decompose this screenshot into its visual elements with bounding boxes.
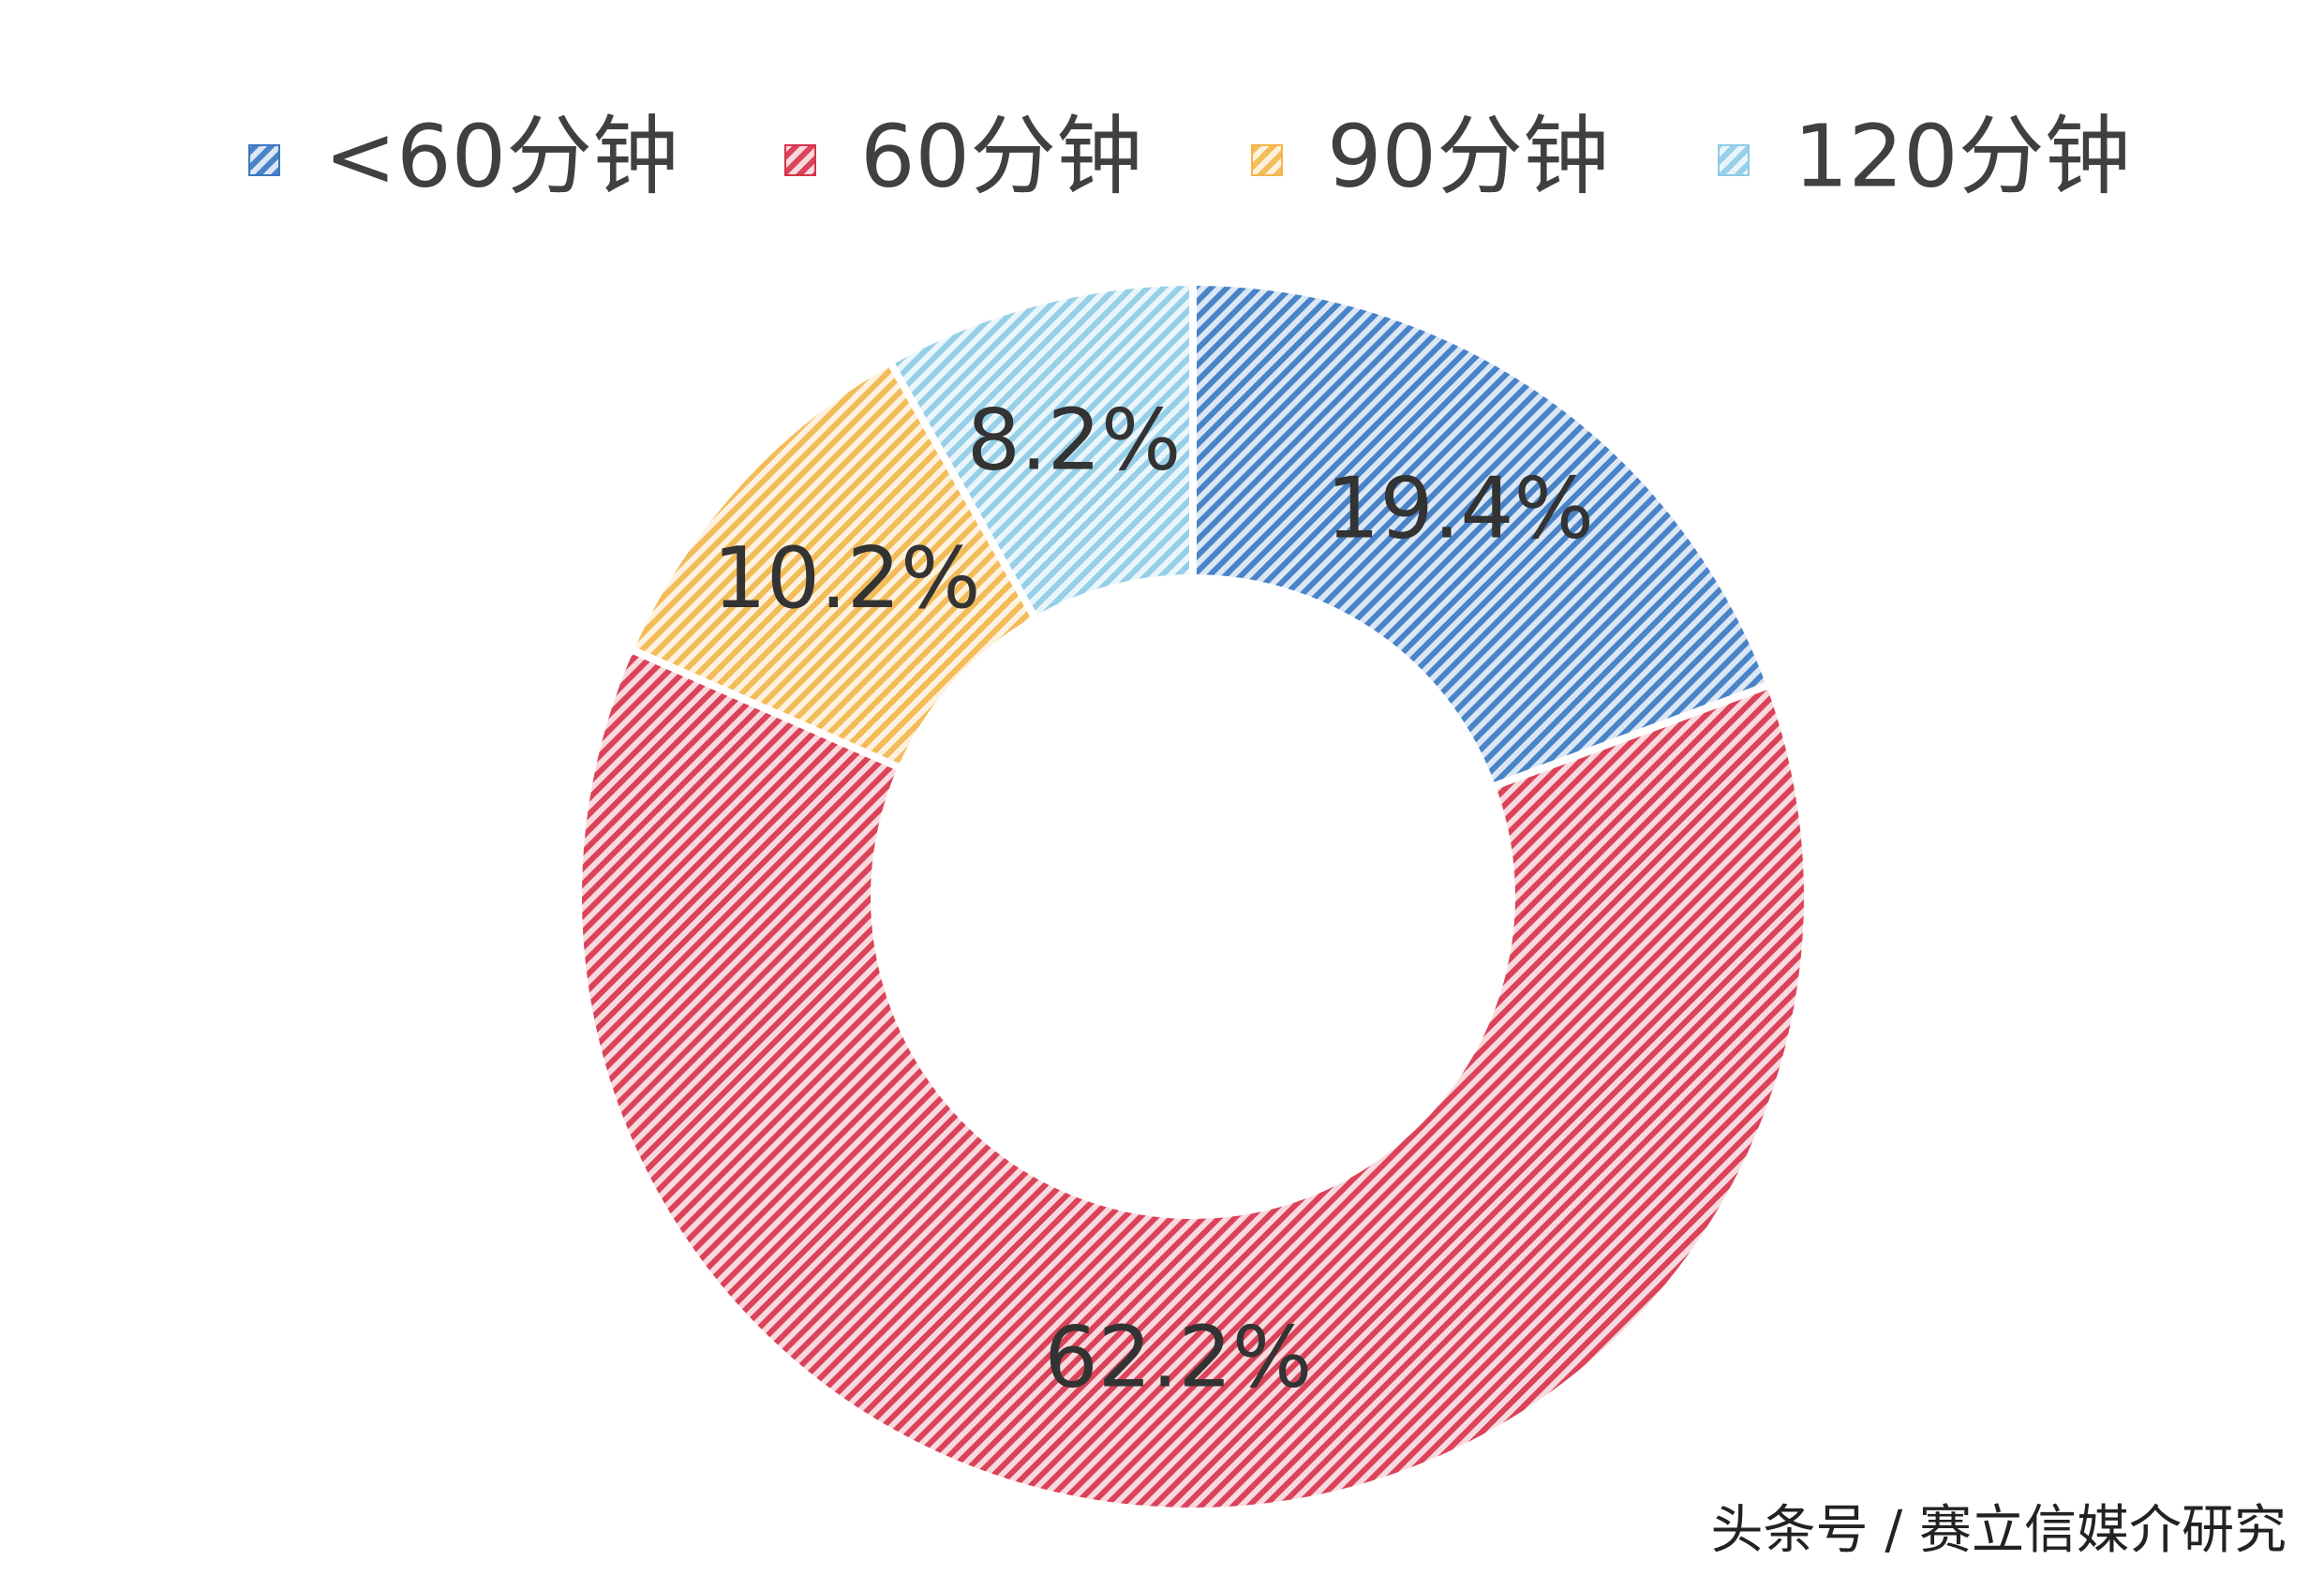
legend-label: <60分钟 [324, 106, 678, 206]
donut-slice [1189, 277, 1775, 792]
legend-label: 120分钟 [1794, 106, 2131, 206]
donut-slice [885, 277, 1197, 625]
legend-label: 60分钟 [860, 106, 1142, 206]
donut-slice [574, 644, 1811, 1515]
donut-slice [625, 356, 1041, 774]
data-label: 8.2% [967, 391, 1182, 489]
data-label: 10.2% [713, 529, 981, 628]
legend-swatch [248, 144, 280, 176]
source-credit: 头条号 / 赛立信媒介研究 [1711, 1500, 2287, 1561]
legend-swatch [1718, 144, 1750, 176]
donut: 19.4% 62.2% 10.2% 8.2% [574, 277, 1811, 1515]
data-label: 19.4% [1326, 460, 1594, 558]
legend-swatch [1251, 144, 1283, 176]
legend: <60分钟 60分钟 90分钟 120分钟 [248, 106, 2131, 206]
legend-swatch [784, 144, 816, 176]
legend-label: 90分钟 [1327, 106, 1609, 206]
data-label: 62.2% [1044, 1309, 1312, 1407]
